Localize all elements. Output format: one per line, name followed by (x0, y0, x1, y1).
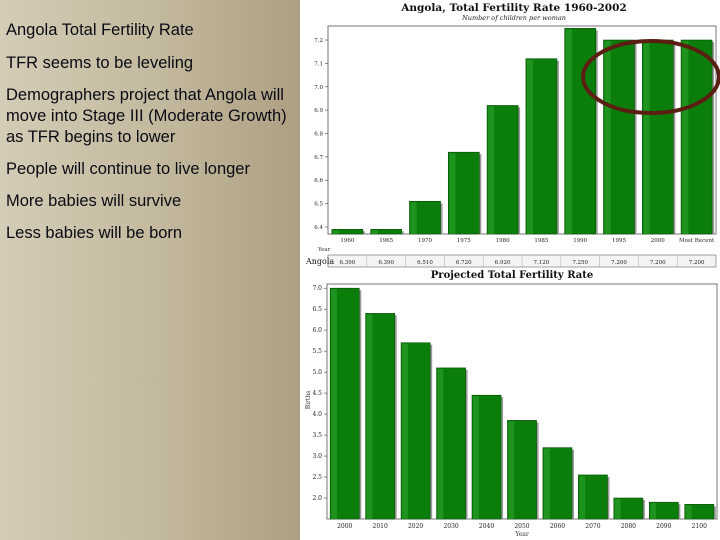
bar-highlight (650, 503, 657, 519)
x-tick-label: 1995 (612, 238, 626, 244)
bar-highlight (604, 41, 611, 234)
bullet-babies-survive: More babies will survive (6, 192, 182, 210)
data-table-value: 7.120 (534, 260, 550, 266)
y-tick-label: 6.9 (314, 108, 323, 114)
x-tick-label: 2000 (651, 238, 665, 244)
y-tick-label: 4.5 (312, 390, 322, 397)
bullet-fewer-births: Less babies will be born (6, 224, 183, 242)
y-tick-label: 5.5 (312, 348, 322, 355)
data-table-value: 7.200 (611, 260, 627, 266)
bar-highlight (366, 314, 373, 519)
y-tick-label: 6.6 (314, 178, 323, 184)
bar-highlight (402, 343, 408, 519)
bullet-stage-iii: Demographers project that Angola will mo… (6, 86, 287, 146)
charts-panel: Angola, Total Fertility Rate 1960-2002 N… (300, 0, 720, 540)
bar-highlight (508, 421, 515, 519)
x-tick-label: 2030 (443, 523, 458, 530)
data-table-series-label: Angola (305, 257, 334, 266)
x-tick-label: 1975 (457, 238, 471, 244)
x-tick-label: 2000 (337, 523, 352, 530)
bar-highlight (449, 153, 456, 234)
y-tick-label: 7.0 (314, 85, 323, 91)
data-table-value: 6.390 (340, 260, 356, 266)
x-tick-label: 1960 (340, 238, 354, 244)
chart2-title: Projected Total Fertility Rate (431, 270, 593, 281)
y-tick-label: 2.5 (312, 474, 322, 481)
x-tick-label: 2050 (514, 523, 529, 530)
bar-highlight (685, 505, 692, 519)
data-table-value: 6.510 (417, 260, 433, 266)
bar (613, 497, 644, 520)
x-tick-label: 2010 (373, 523, 388, 530)
data-table-value: 6.920 (495, 260, 511, 266)
bar (331, 229, 364, 235)
bullet-title: Angola Total Fertility Rate (6, 21, 194, 39)
y-tick-label: 7.0 (312, 285, 322, 292)
y-tick-label: 6.7 (314, 155, 323, 161)
x-tick-label: 1985 (534, 238, 548, 244)
bar (684, 504, 715, 520)
data-table-value: 6.720 (456, 260, 472, 266)
x-tick-label: 2020 (408, 523, 423, 530)
y-tick-label: 7.1 (314, 61, 323, 67)
chart2-xaxis-label: Year (514, 531, 529, 538)
y-tick-label: 3.0 (312, 453, 322, 460)
bar-highlight (614, 499, 621, 519)
bar-highlight (565, 29, 572, 234)
x-tick-label: 1990 (573, 238, 587, 244)
bar-highlight (437, 368, 444, 519)
bar (648, 501, 679, 520)
bar-highlight (371, 230, 378, 234)
bar-highlight (473, 396, 479, 519)
y-tick-label: 6.4 (314, 225, 323, 231)
data-table-value: 7.250 (572, 260, 588, 266)
bar-highlight (682, 41, 689, 234)
data-table-value: 7.200 (650, 260, 666, 266)
x-tick-label: 1980 (496, 238, 510, 244)
chart2-yaxis-label: Births (305, 391, 312, 410)
chart1-subtitle: Number of children per woman (461, 14, 566, 22)
y-tick-label: 7.2 (314, 38, 323, 44)
bar-highlight (643, 41, 650, 234)
y-tick-label: 2.0 (312, 495, 322, 502)
x-tick-label: 1965 (379, 238, 393, 244)
text-panel: Angola Total Fertility Rate TFR seems to… (0, 0, 300, 540)
bar-highlight (410, 202, 417, 234)
y-tick-label: 6.0 (312, 327, 322, 334)
x-tick-label: 2090 (656, 523, 671, 530)
bar (370, 229, 403, 235)
data-table-value: 6.390 (378, 260, 394, 266)
x-tick-label: Most Recent (679, 238, 715, 244)
y-tick-label: 4.0 (312, 411, 322, 418)
chart1-title: Angola, Total Fertility Rate 1960-2002 (400, 2, 626, 14)
bar-highlight (331, 289, 338, 519)
bullet-live-longer: People will continue to live longer (6, 160, 250, 178)
x-tick-label: 2080 (621, 523, 636, 530)
bar-highlight (332, 230, 340, 234)
bullet-list: Angola Total Fertility Rate TFR seems to… (6, 20, 296, 255)
x-tick-label: 2040 (479, 523, 494, 530)
chart1-xaxis-label: Year (317, 247, 331, 253)
historical-tfr-chart: Angola, Total Fertility Rate 1960-2002 N… (305, 2, 720, 268)
x-tick-label: 2070 (585, 523, 600, 530)
projected-tfr-chart: Projected Total Fertility Rate 2.0 2.5 3.0… (305, 270, 718, 538)
y-tick-label: 5.0 (312, 369, 322, 376)
y-tick-label: 6.8 (314, 132, 323, 138)
y-tick-label: 6.5 (314, 202, 323, 208)
y-tick-label: 6.5 (312, 306, 322, 313)
bullet-leveling: TFR seems to be leveling (6, 54, 194, 72)
bar-highlight (543, 448, 550, 519)
data-table-value: 7.200 (689, 260, 705, 266)
leveling-highlight-ellipse (581, 39, 720, 115)
x-tick-label: 1970 (418, 238, 432, 244)
bar-highlight (579, 475, 586, 519)
x-tick-label: 2060 (550, 523, 565, 530)
bar-highlight (488, 106, 495, 234)
x-tick-label: 2100 (692, 523, 707, 530)
y-tick-label: 3.5 (312, 432, 322, 439)
bar-highlight (526, 59, 534, 234)
